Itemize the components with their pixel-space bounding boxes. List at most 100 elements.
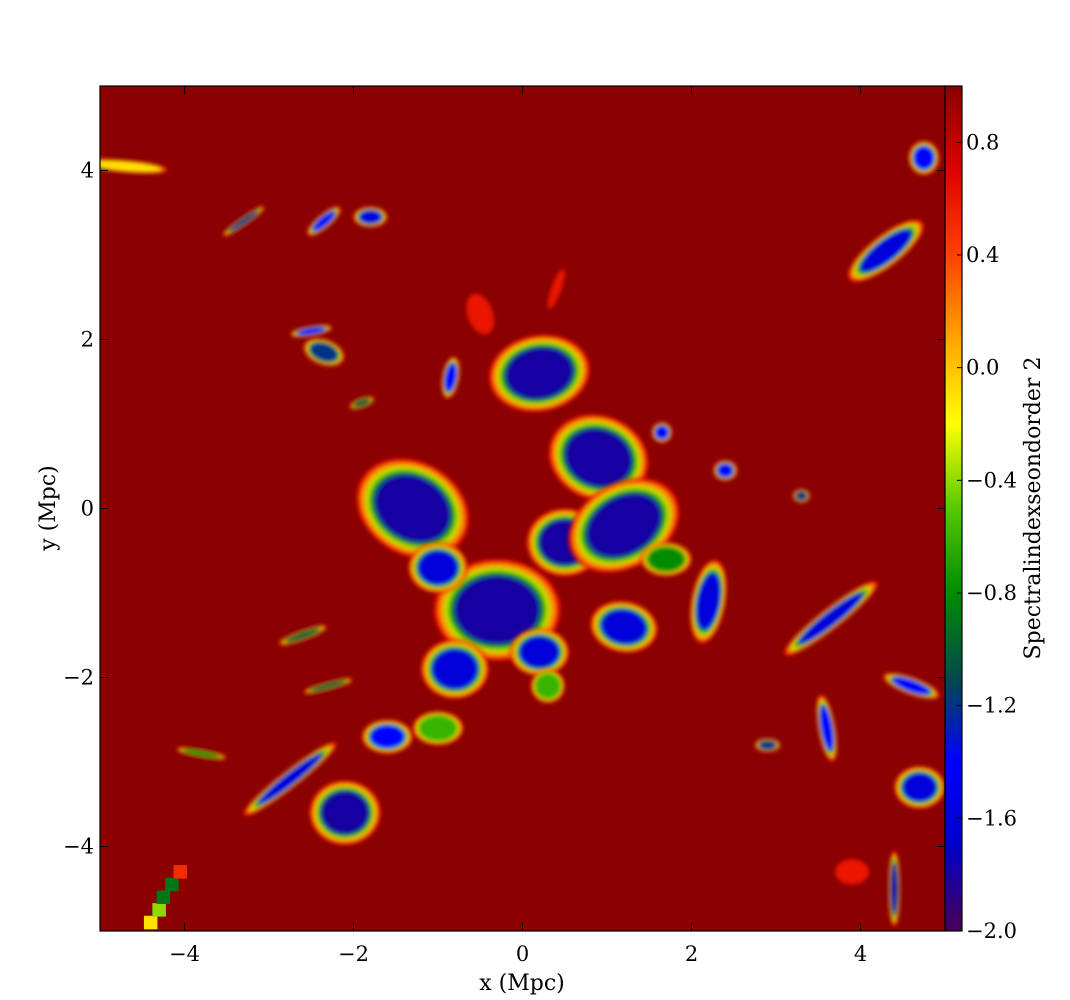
heatmap-region bbox=[303, 678, 353, 694]
heatmap-pixel bbox=[156, 890, 171, 904]
heatmap-region bbox=[835, 859, 869, 885]
heatmap-region-layer bbox=[601, 609, 647, 645]
heatmap-region bbox=[243, 741, 338, 816]
heatmap-region bbox=[307, 206, 341, 236]
heatmap-region-layer bbox=[798, 592, 863, 644]
heatmap-region bbox=[509, 628, 569, 676]
heatmap-region-layer bbox=[100, 161, 154, 171]
heatmap-pixel bbox=[143, 915, 158, 930]
heatmap-region bbox=[303, 338, 345, 367]
colorbar-tick-label: −1.2 bbox=[966, 694, 1017, 718]
heatmap-region-layer bbox=[536, 674, 560, 698]
heatmap-region-layer bbox=[840, 863, 864, 881]
colorbar-tick-label: −2.0 bbox=[966, 919, 1017, 943]
heatmap-region-layer bbox=[297, 326, 326, 336]
heatmap-region-layer bbox=[312, 211, 336, 232]
heatmap-region bbox=[361, 719, 413, 754]
heatmap-region-layer bbox=[358, 210, 382, 224]
heatmap-region bbox=[176, 747, 227, 760]
heatmap-region-layer bbox=[890, 862, 899, 915]
heatmap-region-layer bbox=[470, 300, 490, 328]
heatmap-region-layer bbox=[819, 705, 834, 751]
heatmap-region bbox=[640, 542, 692, 577]
heatmap-region bbox=[547, 268, 565, 309]
y-axis-ticks: −4 −2 0 2 4 bbox=[63, 159, 945, 859]
heatmap-region-layer bbox=[184, 749, 219, 758]
heatmap-regions bbox=[100, 140, 945, 927]
heatmap-pixel bbox=[152, 903, 166, 917]
heatmap-region-layer bbox=[417, 550, 459, 585]
x-tick-label: 2 bbox=[685, 942, 698, 966]
heatmap-region bbox=[651, 422, 673, 443]
heatmap-region bbox=[894, 766, 945, 809]
y-tick-label: 2 bbox=[81, 328, 94, 352]
colorbar-tick-label: 0.8 bbox=[966, 130, 999, 154]
heatmap-region bbox=[222, 206, 265, 237]
heatmap-pixel bbox=[173, 865, 188, 879]
heatmap-region-layer bbox=[431, 648, 478, 690]
heatmap-region-layer bbox=[310, 342, 338, 362]
y-tick-label: −4 bbox=[63, 835, 94, 859]
heatmap-region bbox=[421, 639, 489, 699]
y-tick-label: −2 bbox=[63, 666, 94, 690]
heatmap-region bbox=[349, 396, 374, 410]
heatmap-region-layer bbox=[420, 716, 456, 740]
heatmap-region-layer bbox=[311, 680, 345, 692]
x-axis-ticks: −4 −2 0 2 4 bbox=[169, 86, 867, 966]
x-tick-label: 4 bbox=[854, 942, 867, 966]
heatmap-region-layer bbox=[286, 628, 320, 642]
heatmap-region-layer bbox=[892, 677, 931, 695]
colorbar-ticks: 0.8 0.4 0.0 −0.4 −0.8 −1.2 −1.6 −2.0 bbox=[957, 130, 1017, 943]
heatmap-region-layer bbox=[374, 474, 451, 543]
heatmap-region-layer bbox=[370, 725, 405, 749]
colorbar-tick-label: 0.0 bbox=[966, 356, 999, 380]
heatmap-region-layer bbox=[648, 547, 684, 571]
heatmap-background bbox=[100, 86, 945, 931]
colorbar-frame bbox=[944, 85, 963, 932]
heatmap-region-layer bbox=[655, 425, 669, 440]
heatmap-region bbox=[278, 625, 327, 646]
heatmap-plot-area bbox=[100, 86, 945, 931]
heatmap-region-layer bbox=[258, 753, 323, 805]
heatmap-region bbox=[441, 356, 460, 399]
heatmap-region bbox=[548, 414, 649, 502]
heatmap-region bbox=[466, 293, 495, 335]
x-axis-label: x (Mpc) bbox=[479, 971, 565, 996]
heatmap-region bbox=[816, 694, 837, 762]
heatmap-region bbox=[713, 460, 738, 481]
heatmap-region bbox=[848, 219, 924, 282]
x-tick-label: −4 bbox=[169, 942, 200, 966]
heatmap-region-layer bbox=[320, 790, 370, 835]
heatmap-region bbox=[356, 458, 469, 559]
heatmap-pixel bbox=[165, 877, 179, 892]
colorbar-tick-label: −0.4 bbox=[966, 468, 1017, 492]
heatmap-region bbox=[783, 581, 878, 656]
colorbar: 0.8 0.4 0.0 −0.4 −0.8 −1.2 −1.6 −2.0 Spectralin… bbox=[944, 85, 1046, 943]
heatmap-region-layer bbox=[353, 398, 371, 408]
heatmap-region bbox=[690, 559, 727, 644]
heatmap-region bbox=[100, 159, 168, 174]
heatmap-region bbox=[883, 673, 940, 699]
heatmap-region bbox=[754, 738, 781, 752]
heatmap-region bbox=[353, 206, 388, 228]
colorbar-tick-label: −1.6 bbox=[966, 806, 1017, 830]
heatmap-region bbox=[590, 601, 658, 653]
heatmap-region bbox=[309, 780, 381, 845]
colorbar-tick-label: −0.8 bbox=[966, 581, 1017, 605]
heatmap-region-layer bbox=[902, 772, 937, 802]
heatmap-region-layer bbox=[696, 573, 721, 630]
heatmap-region-layer bbox=[505, 347, 574, 400]
colorbar-label: Spectralindexseondorder 2 bbox=[1021, 357, 1046, 660]
y-tick-label: 4 bbox=[81, 159, 94, 183]
heatmap-region-layer bbox=[519, 636, 560, 669]
heatmap-region bbox=[489, 334, 590, 412]
x-tick-label: 0 bbox=[516, 942, 529, 966]
heatmap-region bbox=[530, 669, 565, 703]
heatmap-region-layer bbox=[795, 491, 808, 501]
heatmap-region bbox=[888, 850, 901, 927]
colorbar-tick-label: 0.4 bbox=[966, 243, 999, 267]
heatmap-region-layer bbox=[550, 275, 563, 303]
heatmap-region bbox=[792, 489, 810, 503]
x-tick-label: −2 bbox=[338, 942, 369, 966]
